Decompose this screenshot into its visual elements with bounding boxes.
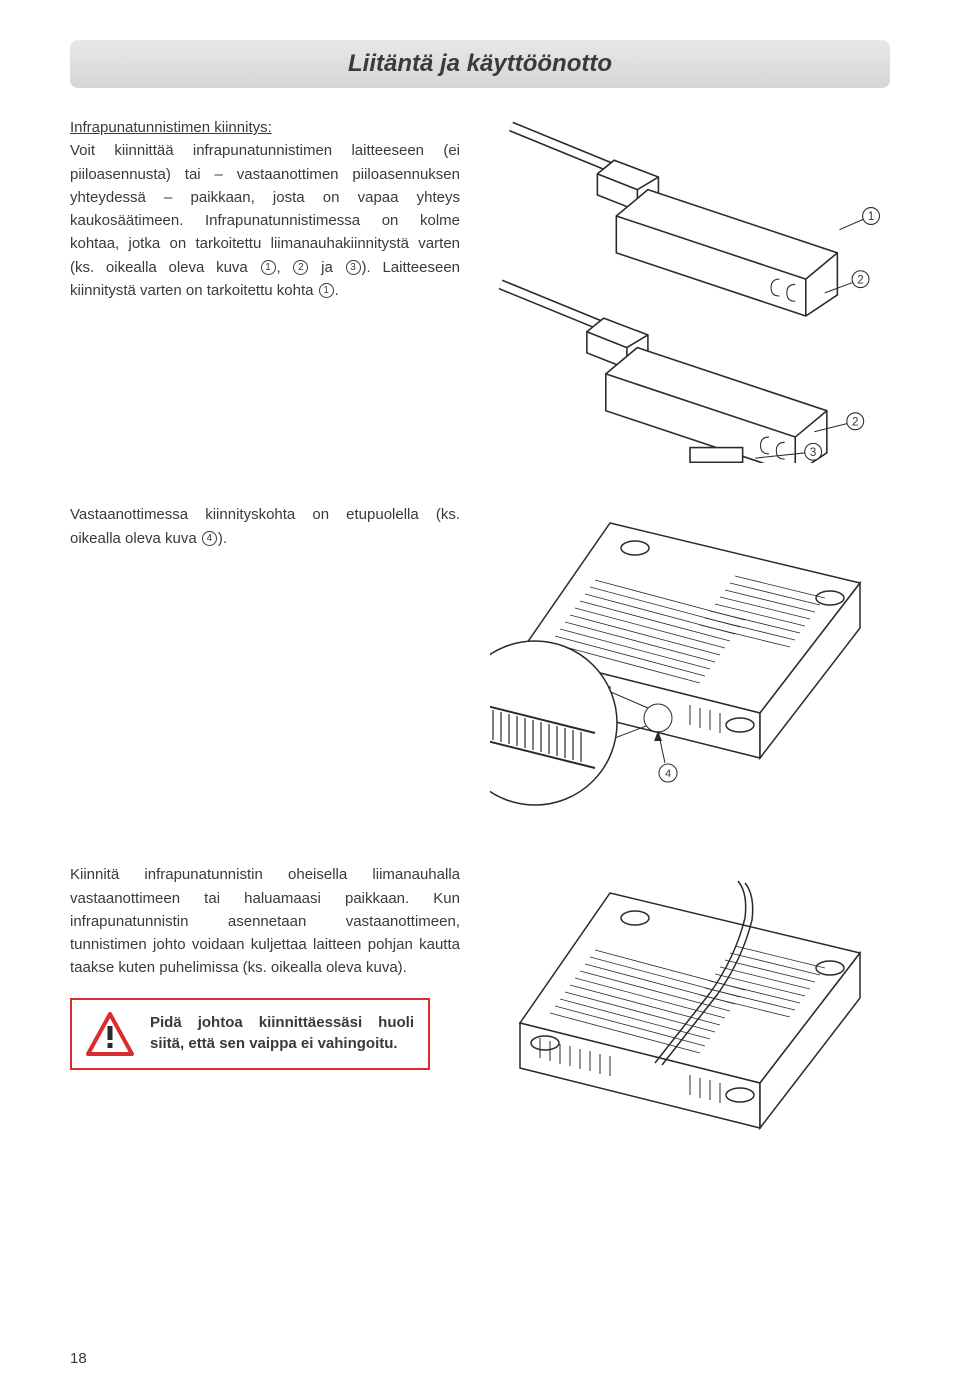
page-title: Liitäntä ja käyttöönotto <box>70 40 890 88</box>
section2-figure-column: 4 <box>490 503 890 823</box>
section1-text-b: , <box>277 259 293 276</box>
receiver-bottom-illustration: 4 <box>490 503 890 823</box>
section1-text-c: ja <box>309 259 344 276</box>
section-cable-routing: Kiinnitä infrapunatunnistin oheisella li… <box>70 863 890 1163</box>
section2-text-a: Vastaanottimessa kiinnityskohta on etupu… <box>70 506 460 546</box>
section1-heading: Infrapunatunnistimen kiinnitys: <box>70 119 272 136</box>
page-number: 18 <box>70 1350 87 1367</box>
section1-figure-column: 1 2 <box>490 116 890 463</box>
section1-text-e: . <box>335 282 339 299</box>
fig-label-2a: 2 <box>857 274 863 286</box>
section3-paragraph: Kiinnitä infrapunatunnistin oheisella li… <box>70 863 460 979</box>
warning-icon <box>86 1012 134 1056</box>
section-receiver-mount: Vastaanottimessa kiinnityskohta on etupu… <box>70 503 890 823</box>
fig-label-4: 4 <box>665 768 671 780</box>
circled-number: 3 <box>346 260 361 275</box>
circled-number: 4 <box>202 531 217 546</box>
section2-text-column: Vastaanottimessa kiinnityskohta on etupu… <box>70 503 460 823</box>
fig-label-1: 1 <box>868 211 874 223</box>
section1-text-column: Infrapunatunnistimen kiinnitys: Voit kii… <box>70 116 460 463</box>
fig-label-3: 3 <box>810 447 816 459</box>
section2-paragraph: Vastaanottimessa kiinnityskohta on etupu… <box>70 503 460 550</box>
warning-box: Pidä johtoa kiinnittäessäsi huoli siitä,… <box>70 998 430 1070</box>
circled-number: 1 <box>261 260 276 275</box>
section2-text-b: ). <box>218 530 227 547</box>
section3-figure-column <box>490 863 890 1163</box>
section-ir-mounting: Infrapunatunnistimen kiinnitys: Voit kii… <box>70 116 890 463</box>
warning-text: Pidä johtoa kiinnittäessäsi huoli siitä,… <box>150 1012 414 1056</box>
circled-number: 2 <box>293 260 308 275</box>
receiver-cable-illustration <box>490 863 890 1163</box>
section1-text-a: Voit kiinnittää infrapunatunnistimen lai… <box>70 142 460 275</box>
section1-paragraph: Infrapunatunnistimen kiinnitys: Voit kii… <box>70 116 460 302</box>
circled-number: 1 <box>319 283 334 298</box>
section3-text-column: Kiinnitä infrapunatunnistin oheisella li… <box>70 863 460 1163</box>
fig-label-2b: 2 <box>852 416 858 428</box>
ir-sensor-illustration: 1 2 <box>490 116 890 463</box>
